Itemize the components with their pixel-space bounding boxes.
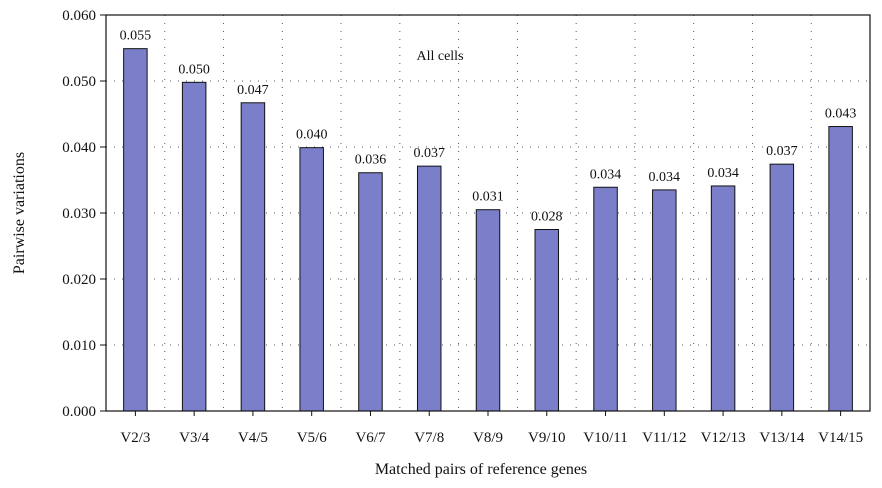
bar-value-label: 0.055: [120, 29, 152, 44]
bar-value-label: 0.031: [472, 190, 504, 205]
x-tick-label: V14/15: [818, 430, 863, 446]
y-tick-label: 0.000: [62, 404, 96, 420]
y-tick-label: 0.050: [62, 74, 96, 90]
bar-value-label: 0.047: [237, 83, 269, 98]
y-tick-label: 0.010: [62, 338, 96, 354]
bar: [828, 126, 853, 412]
bar: [240, 102, 266, 412]
bar-value-label: 0.040: [296, 128, 328, 143]
x-tick-label: V4/5: [238, 430, 268, 446]
x-tick-label: V8/9: [473, 430, 503, 446]
bar-value-label: 0.037: [766, 144, 798, 159]
bar: [123, 48, 148, 412]
chart-annotation: All cells: [416, 49, 463, 64]
bar: [416, 165, 442, 412]
bar: [534, 229, 560, 412]
y-tick-label: 0.020: [62, 272, 96, 288]
y-tick-label: 0.060: [62, 8, 96, 24]
bar: [593, 186, 618, 412]
bar: [710, 185, 736, 412]
bar-value-label: 0.034: [590, 167, 622, 182]
x-tick-label: V5/6: [297, 430, 328, 446]
bar-value-label: 0.034: [707, 166, 739, 181]
bar: [652, 189, 677, 412]
bar-value-label: 0.043: [825, 107, 857, 122]
bar: [299, 147, 324, 412]
bar-value-label: 0.050: [178, 62, 210, 77]
x-tick-label: V3/4: [179, 430, 210, 446]
bar-value-label: 0.037: [413, 146, 445, 161]
bars-layer: [123, 48, 853, 412]
y-axis-title: Pairwise variations: [11, 152, 28, 274]
bar: [181, 81, 207, 412]
axis-layer: [100, 14, 871, 416]
x-tick-label: V7/8: [414, 430, 444, 446]
bar: [769, 163, 795, 412]
x-tick-label: V2/3: [120, 430, 150, 446]
y-tick-label: 0.040: [62, 140, 96, 156]
x-tick-label: V11/12: [642, 430, 686, 446]
bar: [358, 172, 383, 412]
x-tick-label: V13/14: [759, 430, 805, 446]
y-tick-label: 0.030: [62, 206, 96, 222]
x-axis-title: Matched pairs of reference genes: [375, 461, 587, 478]
bar-value-label: 0.036: [355, 153, 387, 168]
label-layer: 0.055 V2/3 0.050 V3/4 0.047 V4/5 0.040 V5/6 0.03…: [62, 8, 863, 446]
x-tick-label: V9/10: [528, 430, 566, 446]
x-tick-label: V10/11: [583, 430, 627, 446]
bar: [475, 209, 501, 412]
x-tick-label: V6/7: [355, 430, 386, 446]
x-tick-label: V12/13: [701, 430, 746, 446]
bar-value-label: 0.028: [531, 210, 563, 225]
bar-value-label: 0.034: [649, 170, 681, 185]
